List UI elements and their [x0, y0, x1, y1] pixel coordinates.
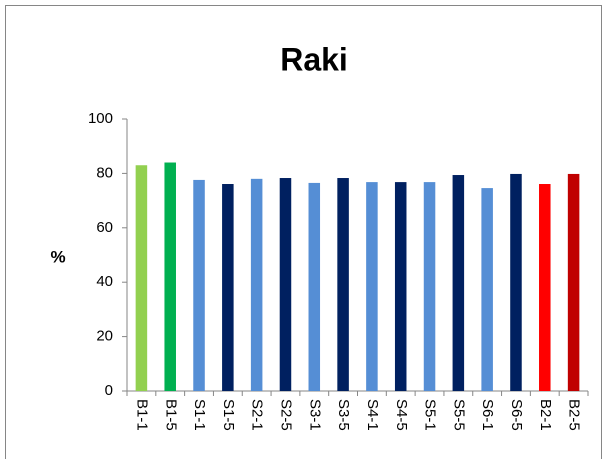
bar: [394, 182, 407, 391]
x-tick-label: B2-1: [537, 399, 554, 431]
y-tick-label: 0: [105, 382, 113, 399]
bar: [308, 182, 321, 391]
bar: [193, 179, 205, 391]
x-tick-label: S5-5: [450, 399, 467, 431]
bar: [250, 178, 263, 391]
bar: [135, 165, 148, 391]
y-tick-label: 80: [96, 164, 113, 181]
x-tick-label: S6-5: [508, 399, 525, 431]
x-tick-label: S1-5: [220, 399, 237, 431]
y-tick-label: 20: [96, 328, 113, 345]
x-tick-label: S4-1: [364, 399, 381, 431]
y-axis-label: %: [50, 247, 65, 266]
y-tick-label: 40: [96, 273, 113, 290]
chart-title: Raki: [280, 41, 348, 77]
x-tick-label: S4-5: [393, 399, 410, 431]
x-tick-label: S2-1: [249, 399, 266, 431]
bar: [452, 175, 465, 391]
bar: [423, 182, 436, 391]
x-tick-label: S5-1: [422, 399, 439, 431]
x-tick-label: S1-1: [191, 399, 208, 431]
x-tick-label: B2-5: [566, 399, 583, 431]
bar: [222, 184, 234, 391]
y-tick-label: 100: [88, 110, 113, 127]
bar: [164, 162, 176, 391]
chart-frame: [5, 5, 602, 459]
bar: [337, 178, 349, 391]
bar: [366, 182, 378, 391]
y-tick-label: 60: [96, 219, 113, 236]
bar: [539, 184, 551, 391]
x-tick-label: S2-5: [278, 399, 295, 431]
x-tick-label: B1-1: [133, 399, 150, 431]
x-tick-label: S3-5: [335, 399, 352, 431]
bar: [510, 173, 522, 391]
x-tick-label: S3-1: [306, 399, 323, 431]
bar: [481, 188, 493, 391]
bar: [279, 178, 292, 391]
bar: [567, 173, 580, 391]
x-tick-label: B1-5: [162, 399, 179, 431]
x-tick-label: S6-1: [479, 399, 496, 431]
